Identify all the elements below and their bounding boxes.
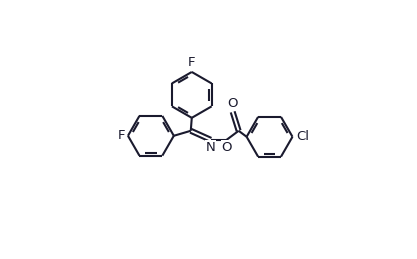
Text: F: F	[188, 56, 196, 69]
Text: O: O	[221, 141, 232, 154]
Text: N: N	[206, 141, 216, 154]
Text: F: F	[118, 129, 125, 142]
Text: Cl: Cl	[296, 130, 309, 143]
Text: O: O	[227, 97, 238, 110]
